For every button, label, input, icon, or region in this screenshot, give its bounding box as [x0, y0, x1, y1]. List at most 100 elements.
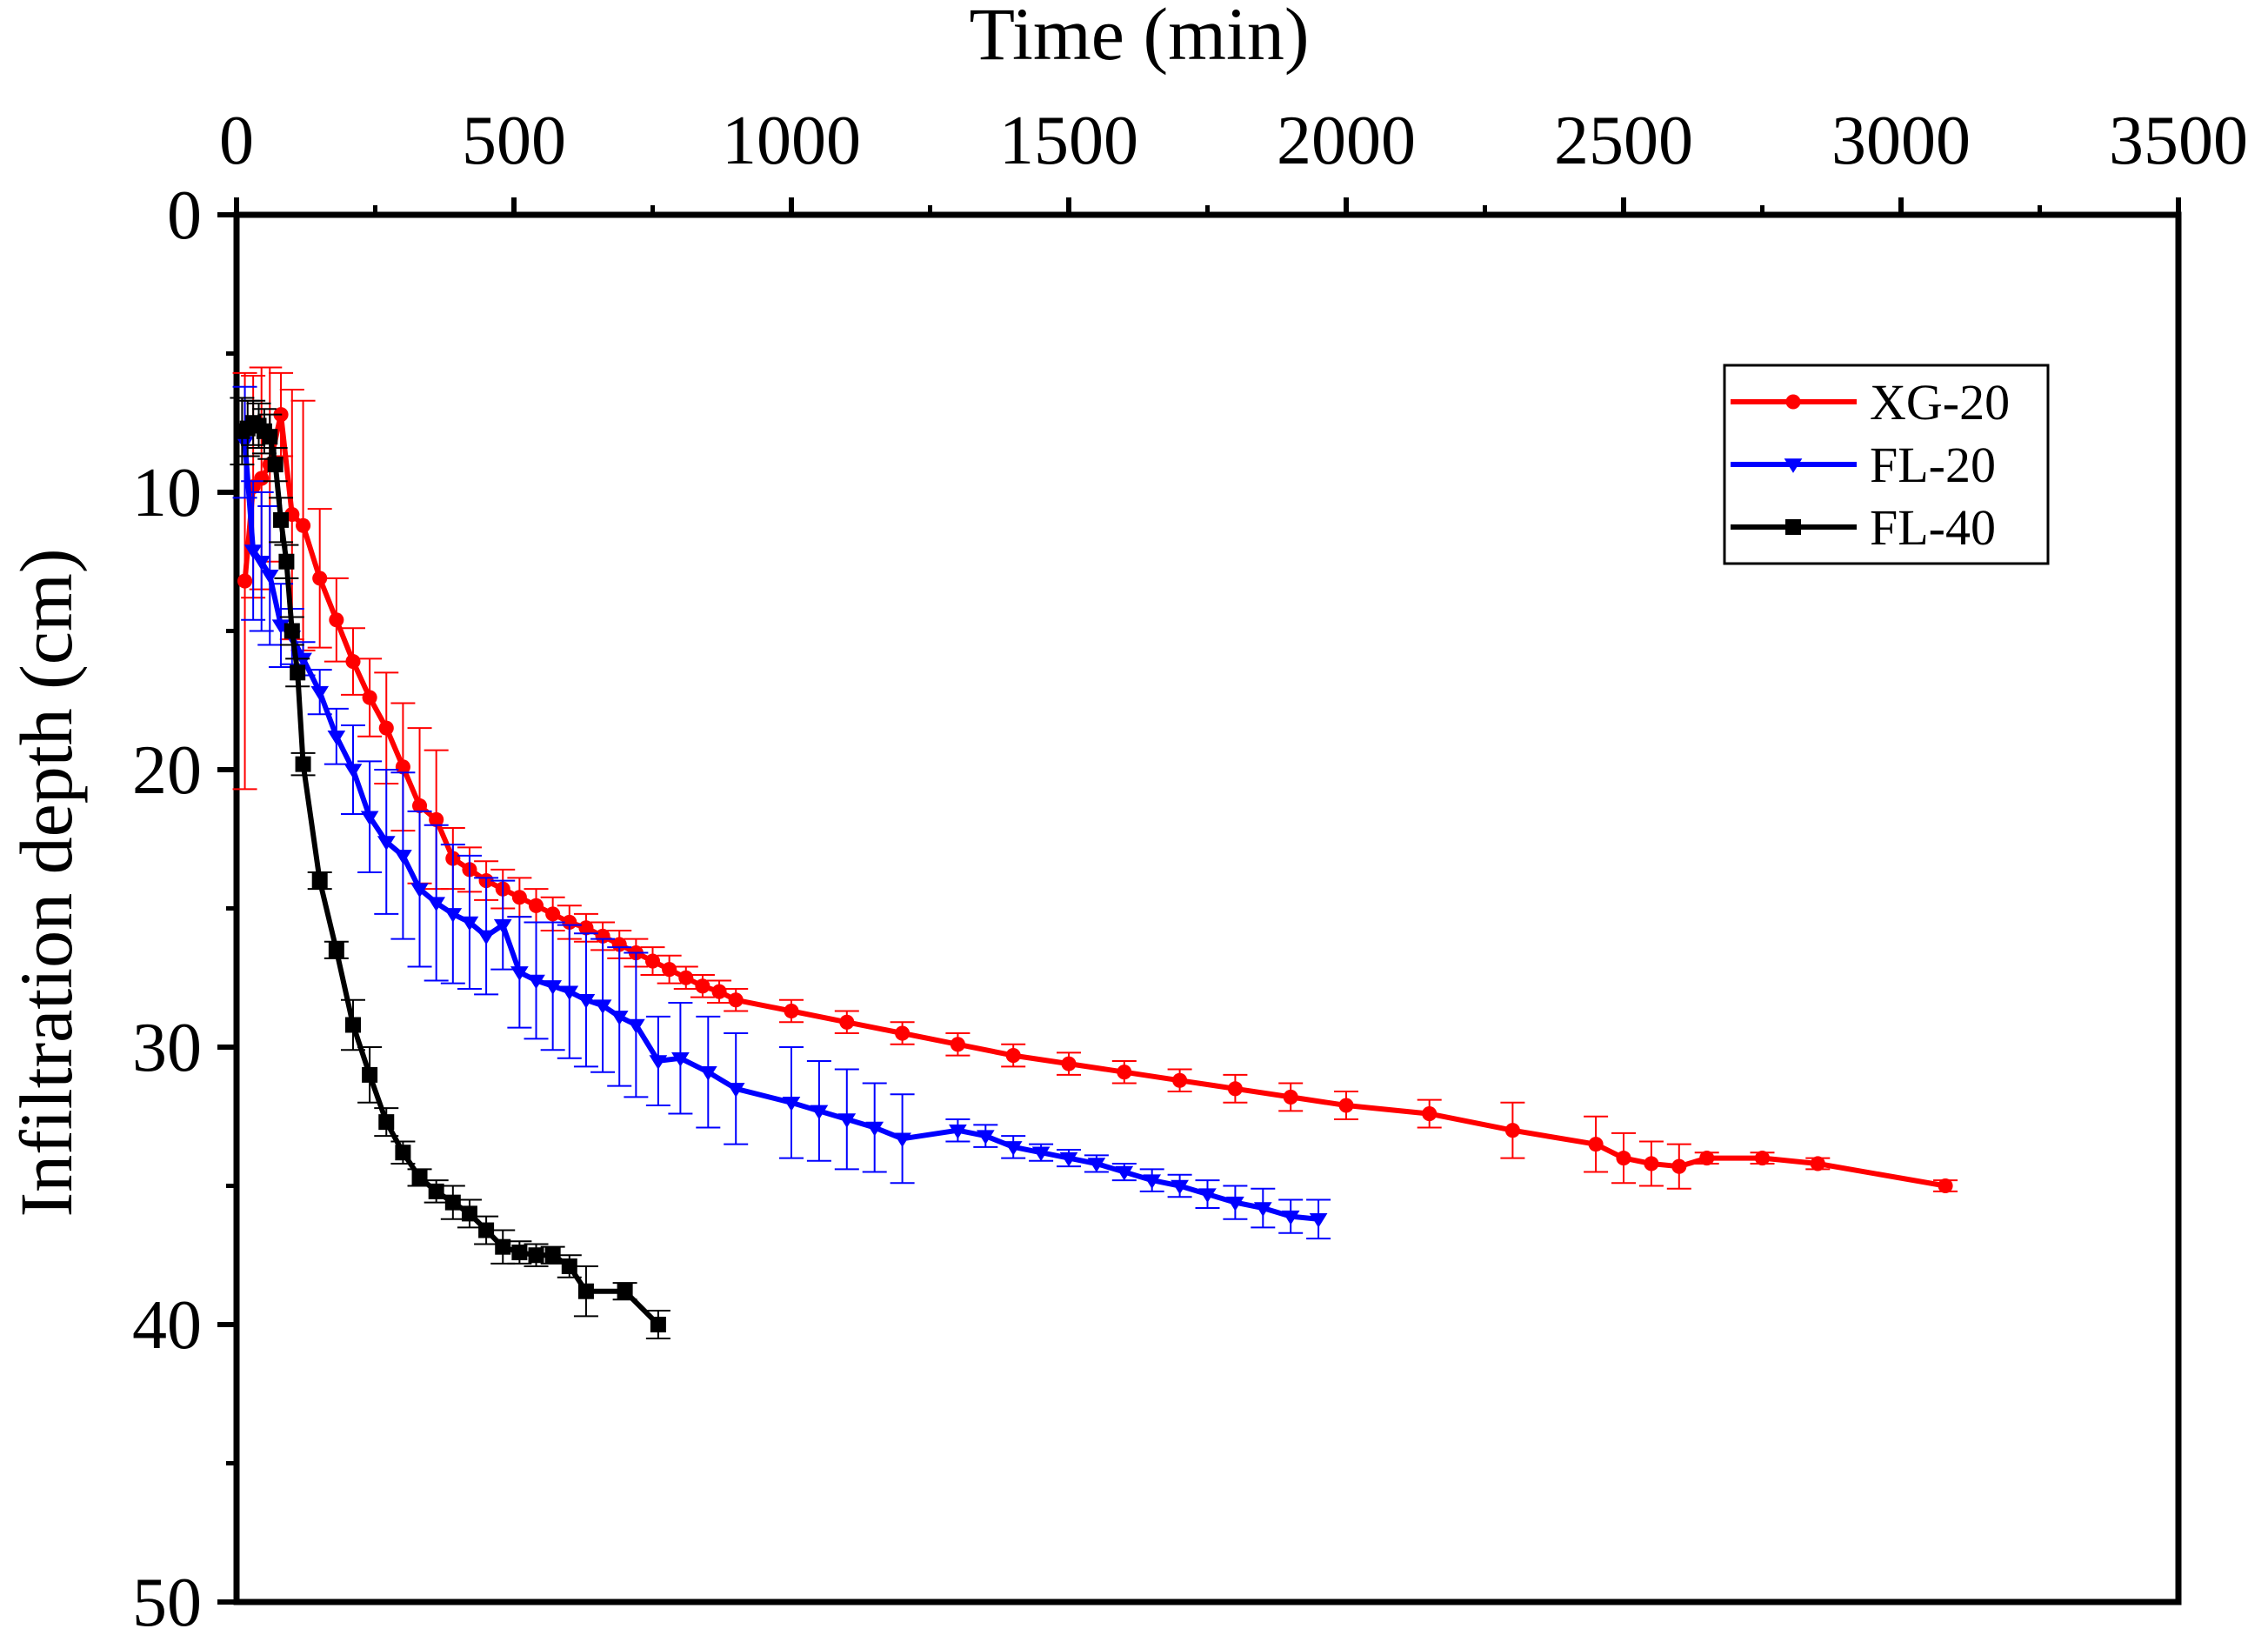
data-point [544, 1247, 561, 1264]
data-point [267, 457, 284, 473]
y-tick-label: 50 [132, 1565, 202, 1641]
data-point [893, 1132, 911, 1148]
series-line-xg-20 [242, 411, 1946, 1189]
data-point [460, 916, 479, 931]
data-point [678, 970, 694, 985]
data-point [1227, 1081, 1243, 1097]
data-point [577, 994, 596, 1009]
data-point [1198, 1188, 1217, 1203]
data-point [273, 511, 290, 528]
data-point [1087, 1158, 1106, 1172]
data-point [327, 730, 346, 745]
legend-marker [1785, 394, 1801, 410]
x-axis-title: Time (min) [969, 0, 1309, 76]
data-point [865, 1121, 884, 1137]
data-point [478, 1222, 495, 1238]
data-point [362, 1066, 378, 1083]
data-point [378, 720, 394, 736]
data-point [461, 1205, 477, 1222]
data-point [1938, 1178, 1953, 1194]
data-point [329, 612, 344, 628]
data-point [671, 1052, 690, 1067]
data-point [344, 1017, 361, 1033]
data-point [527, 974, 545, 990]
data-point [243, 544, 263, 559]
legend-label: XG-20 [1870, 374, 2010, 431]
x-tick-label: 1500 [999, 103, 1138, 179]
data-point [427, 897, 446, 912]
data-point [1754, 1151, 1771, 1166]
x-tick-label: 0 [219, 103, 254, 179]
y-axis-title: Infiltration depth (cm) [4, 549, 88, 1218]
y-tick-label: 30 [132, 1010, 202, 1086]
data-point [1588, 1137, 1604, 1152]
y-tick-label: 0 [167, 177, 202, 254]
data-point [784, 1003, 799, 1019]
data-point [895, 1025, 911, 1041]
legend-item: FL-20 [1731, 437, 1996, 493]
data-point [511, 1245, 528, 1261]
data-point [1004, 1141, 1023, 1156]
data-point [1644, 1156, 1659, 1171]
data-point [362, 690, 377, 705]
data-point [1061, 1056, 1077, 1071]
data-point [444, 1194, 461, 1211]
data-point [1143, 1174, 1162, 1190]
data-point [477, 930, 496, 945]
data-point [595, 928, 610, 944]
plot-series [230, 366, 1958, 1339]
data-point [528, 898, 544, 913]
data-point [295, 756, 311, 772]
data-point [627, 1018, 645, 1034]
data-point [252, 556, 271, 571]
data-point [236, 436, 254, 451]
data-point [444, 908, 463, 923]
x-tick-label: 2500 [1554, 103, 1693, 179]
data-point [411, 798, 428, 814]
series-line-fl-40 [241, 420, 661, 1327]
data-point [1504, 1123, 1520, 1138]
data-point [561, 1258, 577, 1275]
data-point [544, 980, 563, 995]
data-point [345, 654, 361, 670]
data-point [284, 623, 300, 639]
data-point [726, 1083, 745, 1098]
legend-marker [1785, 519, 1801, 535]
data-point [394, 850, 412, 864]
legend-item: FL-40 [1731, 499, 1996, 556]
data-point [728, 992, 744, 1008]
data-point [578, 920, 594, 936]
legend-item: XG-20 [1731, 374, 2010, 431]
data-point [411, 1169, 428, 1185]
legend-label: FL-20 [1870, 437, 1996, 493]
data-point [528, 1247, 544, 1264]
data-point [1031, 1146, 1051, 1162]
data-point [410, 883, 429, 898]
data-point [1699, 1151, 1715, 1166]
data-point [493, 918, 512, 934]
data-point [429, 811, 444, 827]
y-tick-label: 10 [132, 455, 202, 531]
y-tick-label: 40 [132, 1287, 202, 1364]
data-point [782, 1097, 801, 1111]
data-point [237, 573, 253, 589]
data-point [428, 1183, 444, 1199]
data-point [650, 1317, 666, 1332]
data-point [495, 1238, 511, 1255]
data-point [949, 1124, 967, 1139]
data-point [593, 999, 612, 1015]
data-point [1283, 1089, 1298, 1105]
data-point [378, 1114, 395, 1131]
data-point [1338, 1098, 1354, 1113]
legend: XG-20 FL-20 FL-40 [1723, 364, 2050, 565]
data-point [711, 984, 727, 999]
data-point [577, 1283, 594, 1299]
data-point [950, 1037, 965, 1052]
data-point [1810, 1156, 1825, 1171]
series-fl-40 [230, 397, 670, 1339]
data-point [260, 569, 279, 584]
data-point [1671, 1158, 1687, 1174]
data-point [1005, 1048, 1021, 1064]
data-point [562, 914, 577, 930]
